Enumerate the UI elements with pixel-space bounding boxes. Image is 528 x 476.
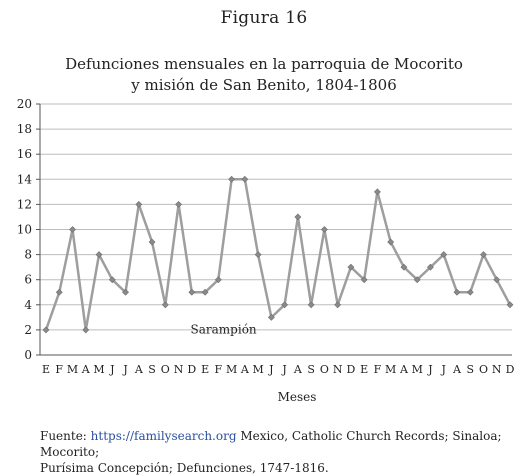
data-point: [466, 288, 474, 296]
y-tick-label: 8: [24, 248, 32, 262]
source-line2: Purísima Concepción; Defunciones, 1747-1…: [40, 461, 329, 475]
x-tick-label: J: [109, 363, 114, 376]
data-point: [161, 301, 169, 309]
x-tick-label: E: [42, 363, 50, 376]
data-point: [95, 251, 103, 259]
data-point: [241, 175, 249, 183]
x-tick-label: S: [307, 363, 315, 376]
data-point: [122, 288, 129, 296]
x-tick-label: M: [226, 363, 237, 376]
x-tick-label: A: [134, 363, 144, 376]
x-tick-label: A: [81, 363, 91, 376]
x-tick-label: A: [399, 363, 409, 376]
data-point: [307, 301, 315, 309]
y-tick-label: 6: [24, 273, 32, 287]
x-tick-label: N: [333, 363, 343, 376]
data-point: [69, 226, 76, 233]
x-tick-label: S: [148, 363, 156, 376]
x-tick-label: D: [187, 363, 196, 376]
x-tick-label: M: [385, 363, 396, 376]
x-tick-label: M: [252, 363, 263, 376]
figure-label: Figura 16: [220, 8, 308, 28]
data-point: [347, 263, 355, 271]
source-note: Fuente: https://familysearch.org Mexico,…: [40, 428, 520, 476]
x-tick-label: F: [374, 363, 382, 376]
y-tick-label: 14: [17, 172, 33, 186]
x-tick-label: E: [201, 363, 209, 376]
data-point: [413, 276, 421, 284]
x-tick-label: J: [427, 363, 432, 376]
data-point: [387, 238, 395, 246]
data-point: [506, 301, 514, 309]
y-tick-label: 2: [24, 323, 32, 337]
y-tick-label: 0: [24, 348, 32, 362]
data-point: [480, 251, 487, 259]
data-point: [228, 175, 236, 183]
data-point: [281, 301, 289, 309]
x-tick-label: N: [174, 363, 184, 376]
x-axis-label: Meses: [278, 390, 317, 404]
data-point: [108, 276, 116, 284]
data-point: [148, 238, 156, 246]
y-tick-label: 4: [24, 298, 32, 312]
data-point: [42, 326, 50, 334]
x-tick-label: E: [360, 363, 368, 376]
y-tick-label: 10: [17, 223, 32, 237]
x-tick-label: O: [161, 363, 170, 376]
data-point: [201, 288, 209, 296]
data-point: [175, 200, 182, 208]
data-point: [294, 213, 302, 221]
y-tick-label: 16: [17, 147, 32, 161]
data-point: [440, 251, 448, 259]
data-point: [188, 288, 196, 296]
data-point: [334, 301, 342, 309]
data-point: [374, 188, 381, 196]
x-tick-label: M: [412, 363, 423, 376]
x-tick-label: A: [452, 363, 462, 376]
y-tick-label: 20: [17, 97, 32, 111]
data-point: [360, 276, 368, 284]
source-link[interactable]: https://familysearch.org: [90, 429, 237, 443]
x-tick-label: F: [215, 363, 223, 376]
x-tick-label: J: [281, 363, 286, 376]
x-tick-label: F: [55, 363, 63, 376]
x-tick-label: M: [93, 363, 104, 376]
data-point: [267, 313, 275, 321]
x-tick-label: A: [293, 363, 303, 376]
data-point: [320, 226, 328, 233]
data-point: [135, 200, 143, 208]
x-tick-label: J: [441, 363, 446, 376]
x-tick-label: M: [67, 363, 78, 376]
chart-title: Defunciones mensuales en la parroquia de…: [0, 54, 528, 96]
data-point: [82, 326, 90, 334]
data-point: [254, 251, 262, 259]
chart-title-line2: y misión de San Benito, 1804-1806: [131, 76, 397, 94]
x-tick-label: A: [240, 363, 250, 376]
chart-title-line1: Defunciones mensuales en la parroquia de…: [65, 55, 463, 73]
annotation-label: Sarampión: [191, 322, 257, 336]
data-point: [453, 288, 461, 296]
x-tick-label: S: [466, 363, 474, 376]
series-line: [44, 178, 512, 332]
x-tick-label: O: [479, 363, 488, 376]
data-point: [400, 263, 408, 271]
y-tick-label: 18: [17, 122, 32, 136]
y-tick-label: 12: [17, 197, 32, 211]
x-tick-label: D: [347, 363, 356, 376]
x-tick-label: J: [268, 363, 273, 376]
source-rest: Mexico, Catholic Church Records; Sinaloa…: [40, 429, 502, 459]
x-tick-label: J: [122, 363, 127, 376]
data-point: [55, 288, 63, 296]
data-point: [493, 276, 501, 284]
data-point: [214, 276, 222, 284]
x-tick-label: O: [320, 363, 329, 376]
x-tick-label: D: [506, 363, 515, 376]
x-tick-label: N: [492, 363, 502, 376]
data-point: [427, 263, 434, 271]
source-prefix: Fuente:: [40, 429, 91, 443]
